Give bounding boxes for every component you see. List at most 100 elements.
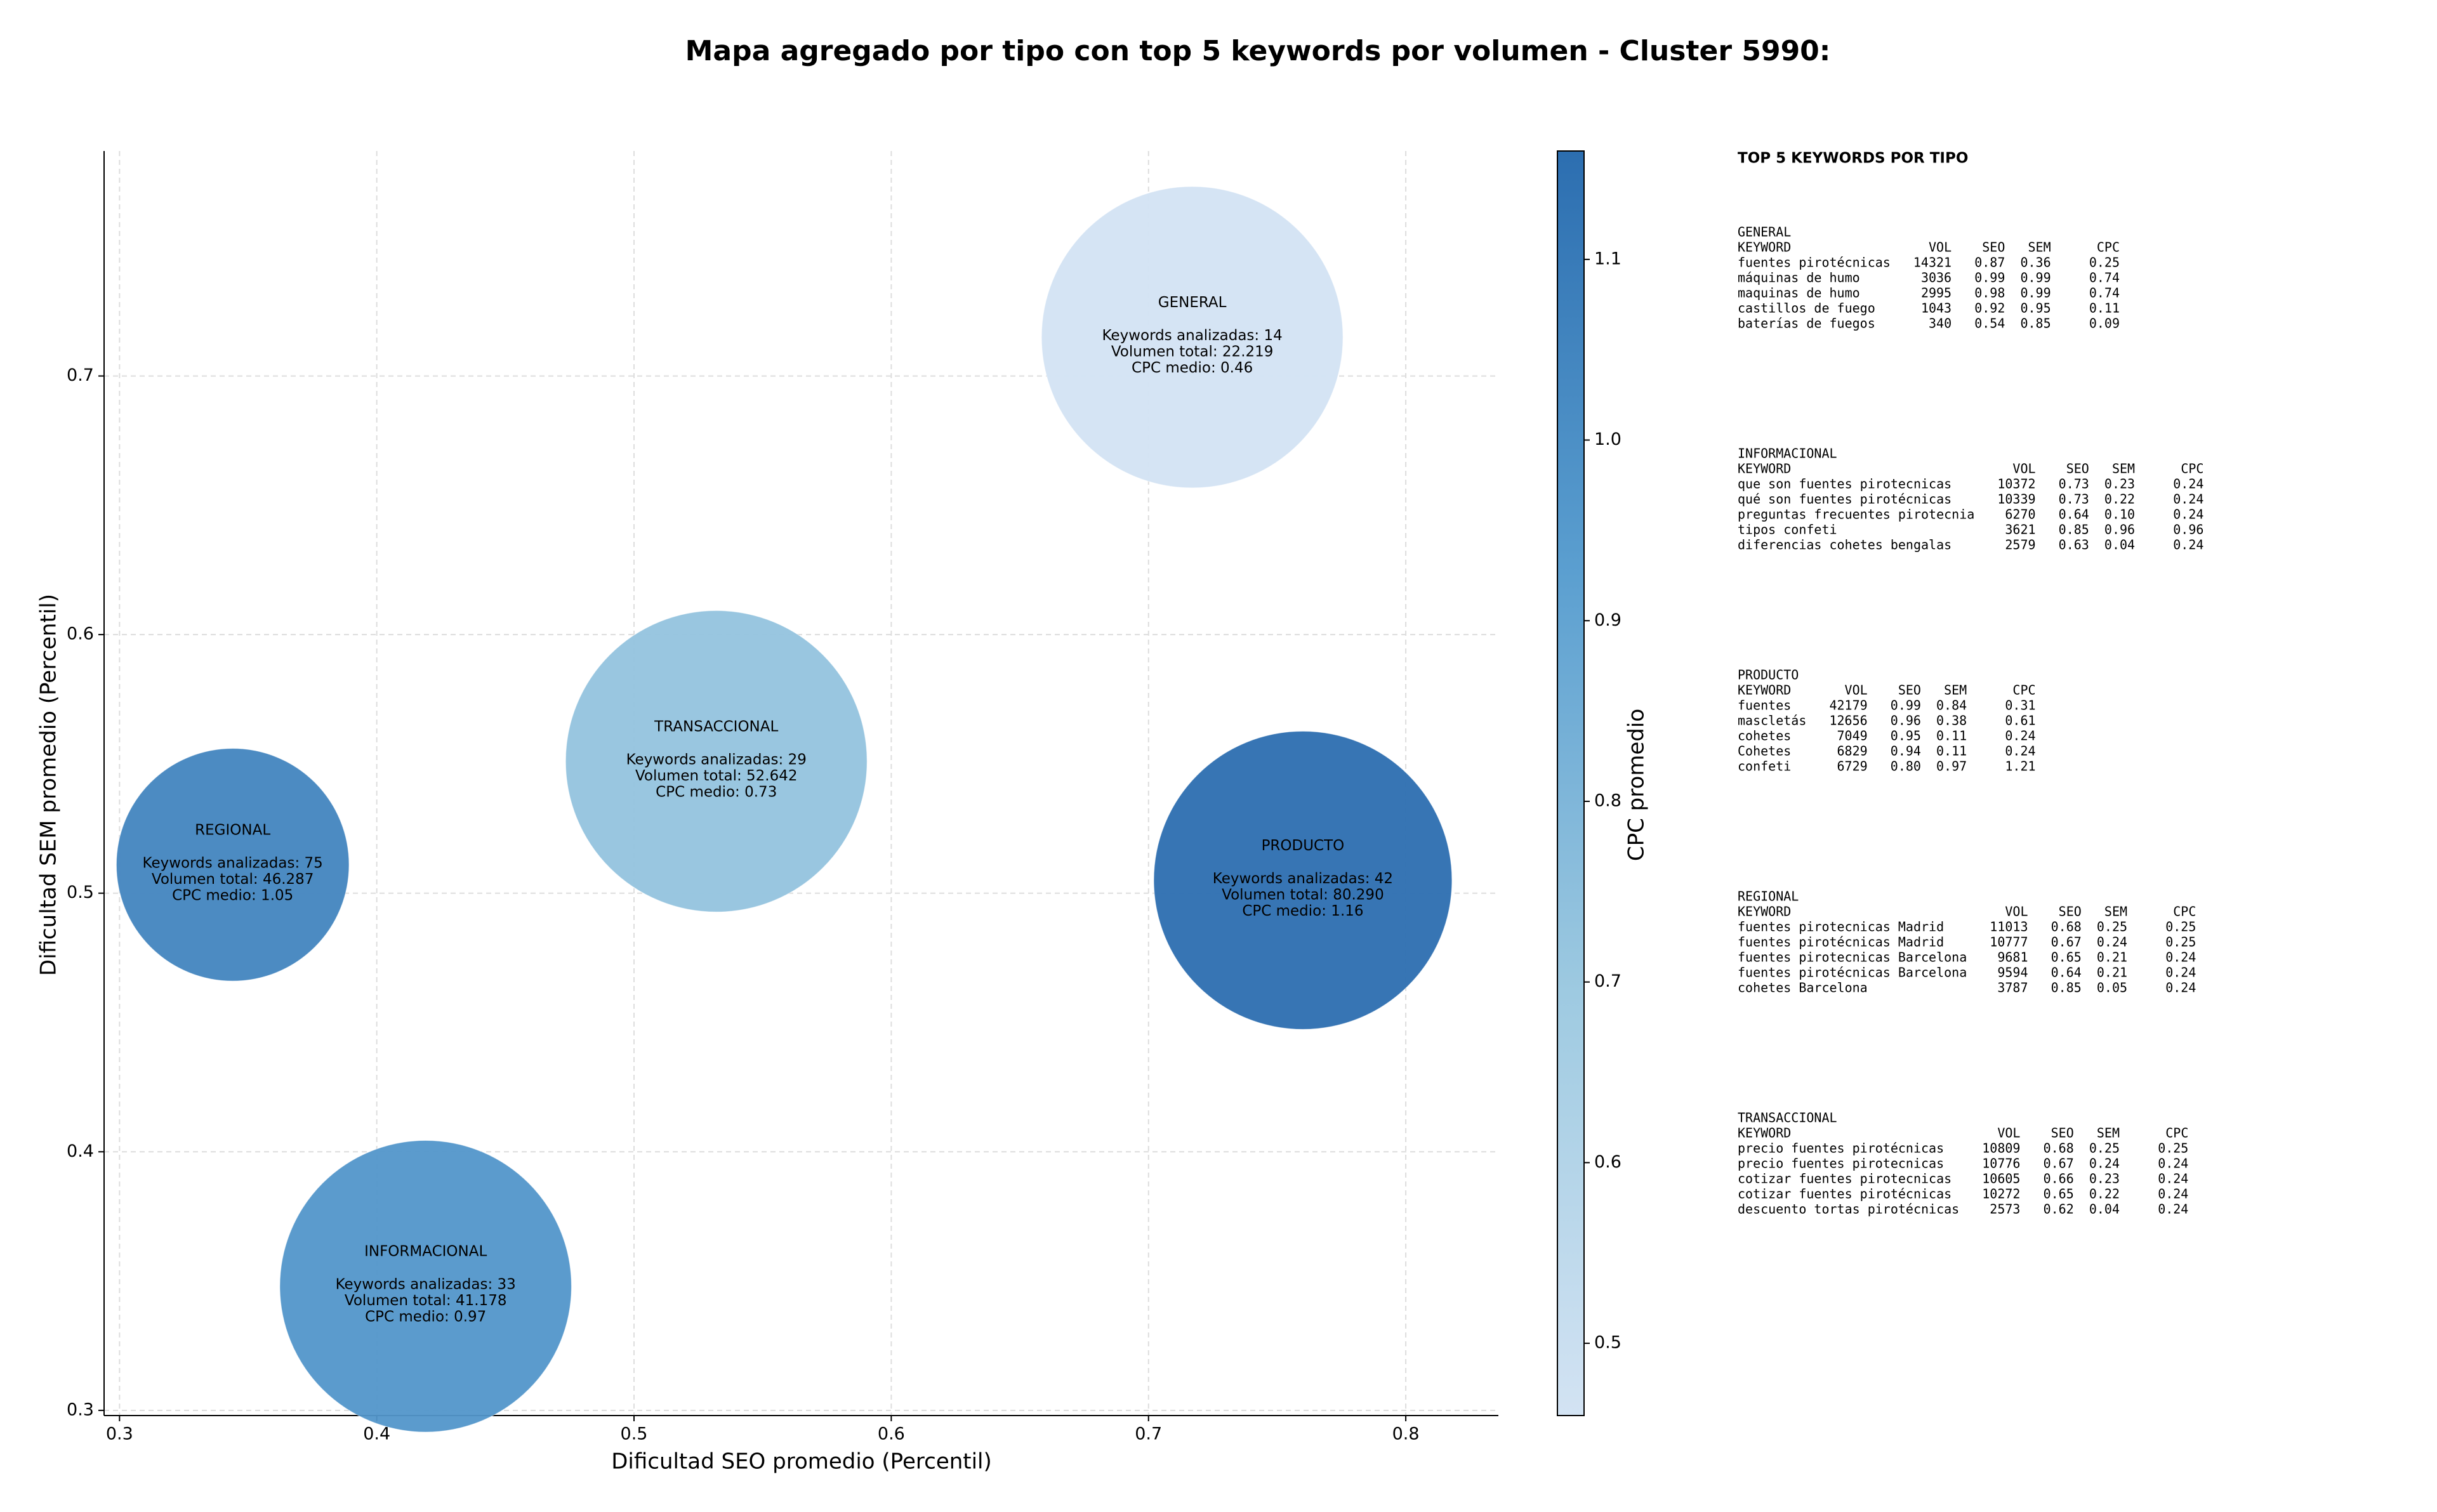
- colorbar: [1557, 150, 1585, 1416]
- table-cell: 340: [1929, 316, 1952, 331]
- bubble: [565, 610, 868, 912]
- table-cell: 0.74: [2089, 270, 2120, 286]
- table-cell: 0.97: [1936, 759, 1967, 774]
- table-cell: fuentes pirotécnicas Madrid: [1738, 935, 1944, 950]
- table-cell: 0.24: [2173, 477, 2203, 492]
- x-tick-label: 0.4: [363, 1424, 390, 1444]
- bubble-annotation: Volumen total: 52.642: [635, 768, 798, 784]
- table-header: VOL: [1929, 240, 1952, 255]
- table-cell: 0.38: [1936, 713, 1967, 728]
- table-cell: 0.25: [2089, 255, 2120, 270]
- bubble-annotation: CPC medio: 0.73: [656, 784, 777, 800]
- table-cell: fuentes pirotécnicas Barcelona: [1738, 965, 1967, 980]
- colorbar-label: CPC promedio: [1624, 709, 1649, 861]
- table-cell: 9681: [1997, 950, 2028, 965]
- table-cell: 0.73: [2059, 492, 2089, 507]
- x-tick-label: 0.6: [878, 1424, 905, 1444]
- table-cell: 0.96: [2104, 522, 2135, 537]
- table-cell: 0.04: [2104, 537, 2135, 553]
- table-cell: 0.24: [2173, 537, 2203, 553]
- table-cell: 0.24: [2173, 507, 2203, 522]
- table-cell: 0.65: [2051, 950, 2082, 965]
- table-header: SEM: [2097, 1126, 2120, 1141]
- table-cell: 0.24: [2158, 1156, 2188, 1171]
- table-cell: 10339: [1997, 492, 2035, 507]
- table-cell: 0.25: [2165, 935, 2196, 950]
- table-cell: 3621: [2005, 522, 2035, 537]
- colorbar-tick-label: 0.9: [1594, 610, 1621, 630]
- block-title: GENERAL: [1738, 225, 1791, 240]
- table-cell: 3036: [1921, 270, 1952, 286]
- colorbar-tick-label: 0.6: [1594, 1152, 1621, 1172]
- table-header: KEYWORD: [1738, 904, 1791, 919]
- table-cell: mascletás: [1738, 713, 1806, 728]
- table-cell: maquinas de humo: [1738, 286, 1860, 301]
- bubble: [116, 748, 350, 982]
- table-header: CPC: [2012, 683, 2035, 698]
- table-cell: 0.21: [2097, 965, 2127, 980]
- table-header: KEYWORD: [1738, 1126, 1791, 1141]
- table-cell: 7049: [1837, 728, 1868, 744]
- table-cell: fuentes pirotecnicas Barcelona: [1738, 950, 1967, 965]
- table-header: VOL: [1845, 683, 1868, 698]
- table-cell: 0.24: [2005, 728, 2035, 744]
- table-cell: 0.21: [2097, 950, 2127, 965]
- table-cell: 0.85: [2059, 522, 2089, 537]
- table-cell: tipos confeti: [1738, 522, 1837, 537]
- table-cell: 0.85: [2051, 980, 2082, 996]
- colorbar-tick-label: 1.0: [1594, 430, 1621, 449]
- colorbar-tick-label: 0.7: [1594, 971, 1621, 991]
- table-cell: 0.65: [2044, 1187, 2074, 1202]
- block-title: REGIONAL: [1738, 889, 1799, 904]
- bubble-annotation: Keywords analizadas: 75: [143, 855, 323, 871]
- table-cell: 0.84: [1936, 698, 1967, 713]
- bubble: [279, 1140, 572, 1433]
- table-cell: 0.67: [2044, 1156, 2074, 1171]
- table-cell: 0.25: [2097, 919, 2127, 935]
- bubble-title: GENERAL: [1158, 294, 1227, 311]
- table-cell: qué son fuentes pirotécnicas: [1738, 492, 1952, 507]
- table-cell: 0.24: [2165, 950, 2196, 965]
- table-header: SEM: [2028, 240, 2051, 255]
- bubble-annotation: Keywords analizadas: 29: [626, 751, 807, 768]
- table-cell: 0.23: [2089, 1171, 2120, 1187]
- table-cell: 0.99: [2020, 286, 2051, 301]
- table-header: KEYWORD: [1738, 683, 1791, 698]
- table-cell: preguntas frecuentes pirotecnia: [1738, 507, 1974, 522]
- bubble-annotation: CPC medio: 1.05: [172, 887, 293, 904]
- table-cell: 0.80: [1891, 759, 1921, 774]
- table-cell: 6729: [1837, 759, 1868, 774]
- y-tick-label: 0.7: [67, 365, 94, 385]
- table-header: CPC: [2097, 240, 2120, 255]
- table-header: KEYWORD: [1738, 461, 1791, 477]
- block-title: TRANSACCIONAL: [1738, 1110, 1837, 1126]
- table-cell: 0.22: [2089, 1187, 2120, 1202]
- table-cell: 2995: [1921, 286, 1952, 301]
- table-cell: 0.68: [2051, 919, 2082, 935]
- table-cell: 10372: [1997, 477, 2035, 492]
- bubble-annotation: CPC medio: 1.16: [1242, 903, 1363, 919]
- table-cell: 0.11: [2089, 301, 2120, 316]
- bubble: [1041, 186, 1344, 489]
- bubble-title: INFORMACIONAL: [364, 1244, 487, 1260]
- table-cell: 0.64: [2051, 965, 2082, 980]
- y-tick-label: 0.5: [67, 883, 94, 902]
- table-header: VOL: [2005, 904, 2028, 919]
- table-header: VOL: [2012, 461, 2035, 477]
- y-tick-label: 0.6: [67, 624, 94, 644]
- table-cell: castillos de fuego: [1738, 301, 1875, 316]
- table-cell: cohetes: [1738, 728, 1791, 744]
- table-cell: 10809: [1982, 1141, 2020, 1156]
- table-cell: 2579: [2005, 537, 2035, 553]
- table-cell: 0.11: [1936, 744, 1967, 759]
- table-cell: Cohetes: [1738, 744, 1791, 759]
- colorbar-tick-label: 1.1: [1594, 249, 1621, 268]
- bubble-annotation: Volumen total: 80.290: [1222, 886, 1384, 903]
- table-cell: 11013: [1990, 919, 2028, 935]
- table-cell: fuentes: [1738, 698, 1791, 713]
- table-cell: 0.24: [2005, 744, 2035, 759]
- table-cell: cotizar fuentes pirotécnicas: [1738, 1187, 1952, 1202]
- table-cell: baterías de fuegos: [1738, 316, 1875, 331]
- table-cell: 10605: [1982, 1171, 2020, 1187]
- table-cell: 0.31: [2005, 698, 2035, 713]
